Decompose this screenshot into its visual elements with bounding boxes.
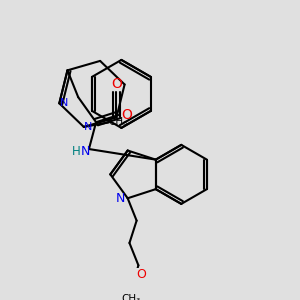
Text: N: N (81, 145, 90, 158)
Text: CH₃: CH₃ (108, 117, 128, 128)
Text: O: O (121, 108, 132, 122)
Text: N: N (84, 122, 92, 132)
Text: N: N (116, 192, 125, 205)
Text: N: N (60, 98, 68, 108)
Text: O: O (111, 77, 122, 92)
Text: CH₃: CH₃ (122, 294, 141, 300)
Text: O: O (136, 268, 146, 281)
Text: H: H (72, 145, 81, 158)
